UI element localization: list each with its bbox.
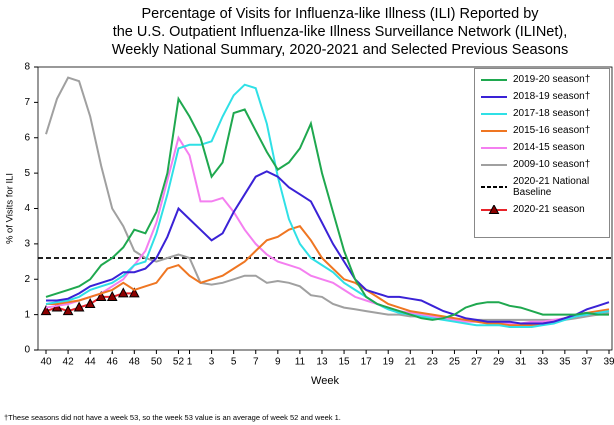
- legend-label: 2020-21 season: [513, 204, 585, 215]
- x-tick-label: 27: [471, 357, 483, 368]
- legend-label: 2015-16 season†: [513, 125, 591, 136]
- legend-entry: 2015-16 season†: [479, 125, 605, 136]
- y-tick-label: 1: [24, 309, 30, 320]
- x-tick-label: 50: [151, 357, 163, 368]
- legend: 2019-20 season† 2018-19 season† 2017-18 se…: [474, 68, 610, 238]
- series-line: [46, 170, 610, 325]
- x-tick-label: 40: [40, 357, 52, 368]
- legend-entry: 2020-21 National Baseline: [479, 176, 605, 198]
- series-marker: [117, 287, 129, 298]
- y-tick-label: 8: [24, 62, 30, 73]
- legend-swatch: [481, 204, 507, 214]
- legend-swatch: [481, 146, 507, 149]
- series-marker: [73, 301, 85, 312]
- series-line: [46, 225, 610, 327]
- legend-label: 2018-19 season†: [513, 91, 591, 102]
- chart-title: the U.S. Outpatient Influenza-like Illne…: [113, 24, 568, 40]
- legend-swatch: [481, 112, 507, 115]
- series-marker: [95, 290, 107, 301]
- series-line: [45, 76, 610, 321]
- x-tick-label: 35: [559, 357, 571, 368]
- legend-entry: 2014-15 season: [479, 142, 605, 153]
- legend-label: 2014-15 season: [513, 142, 585, 153]
- legend-entry: 2017-18 season†: [479, 108, 605, 119]
- series-line: [45, 95, 609, 321]
- y-tick-label: 6: [24, 132, 30, 143]
- legend-label: 2019-20 season†: [513, 74, 591, 85]
- series-marker: [40, 305, 52, 316]
- y-tick-label: 2: [24, 274, 30, 285]
- x-tick-label: 15: [338, 357, 350, 368]
- legend-entry: 2019-20 season†: [479, 74, 605, 85]
- x-tick-label: 5: [231, 357, 237, 368]
- series-marker: [84, 297, 96, 309]
- series-marker: [106, 290, 118, 301]
- y-tick-label: 7: [24, 97, 30, 108]
- x-tick-label: 1: [187, 357, 193, 368]
- x-tick-label: 9: [275, 357, 281, 368]
- x-tick-label: 31: [515, 357, 527, 368]
- x-tick-label: 7: [253, 357, 259, 368]
- x-tick-label: 37: [581, 357, 593, 368]
- series-marker: [128, 287, 140, 298]
- x-tick-label: 25: [449, 357, 461, 368]
- x-tick-label: 42: [63, 357, 75, 368]
- y-tick-label: 3: [24, 239, 30, 250]
- legend-label: 2009-10 season†: [513, 159, 591, 170]
- legend-marker: [488, 204, 500, 214]
- x-tick-label: 52: [173, 357, 185, 368]
- legend-swatch: [481, 95, 507, 98]
- x-tick-label: 29: [493, 357, 505, 368]
- legend-entry: 2009-10 season†: [479, 159, 605, 170]
- x-axis-label: Week: [311, 375, 339, 387]
- x-tick-label: 21: [405, 357, 417, 368]
- legend-swatch: [481, 163, 507, 166]
- x-tick-label: 11: [295, 357, 306, 368]
- x-tick-label: 46: [107, 357, 119, 368]
- legend-swatch: [481, 186, 507, 188]
- series-line: [45, 83, 610, 328]
- legend-swatch: [481, 129, 507, 132]
- x-tick-label: 17: [361, 357, 373, 368]
- y-tick-label: 4: [24, 203, 30, 214]
- footnote: †These seasons did not have a week 53, s…: [4, 413, 341, 422]
- x-tick-label: 23: [427, 357, 439, 368]
- chart-title: Percentage of Visits for Influenza-like …: [141, 6, 539, 22]
- x-tick-label: 48: [129, 357, 141, 368]
- x-tick-label: 19: [383, 357, 395, 368]
- legend-label: 2017-18 season†: [513, 108, 591, 119]
- chart-title: Weekly National Summary, 2020-2021 and S…: [112, 42, 568, 58]
- legend-swatch: [481, 78, 507, 81]
- x-tick-label: 39: [603, 357, 614, 368]
- x-tick-label: 13: [316, 357, 328, 368]
- legend-entry: 2018-19 season†: [479, 91, 605, 102]
- x-tick-label: 44: [85, 357, 97, 368]
- y-axis-label: % of Visits for ILI: [5, 173, 16, 244]
- y-tick-label: 0: [24, 345, 30, 356]
- x-tick-label: 33: [537, 357, 549, 368]
- y-tick-label: 5: [24, 168, 30, 179]
- x-tick-label: 3: [209, 357, 215, 368]
- series-marker: [62, 305, 74, 316]
- legend-entry: 2020-21 season: [479, 204, 605, 215]
- legend-label: 2020-21 National Baseline: [513, 176, 590, 198]
